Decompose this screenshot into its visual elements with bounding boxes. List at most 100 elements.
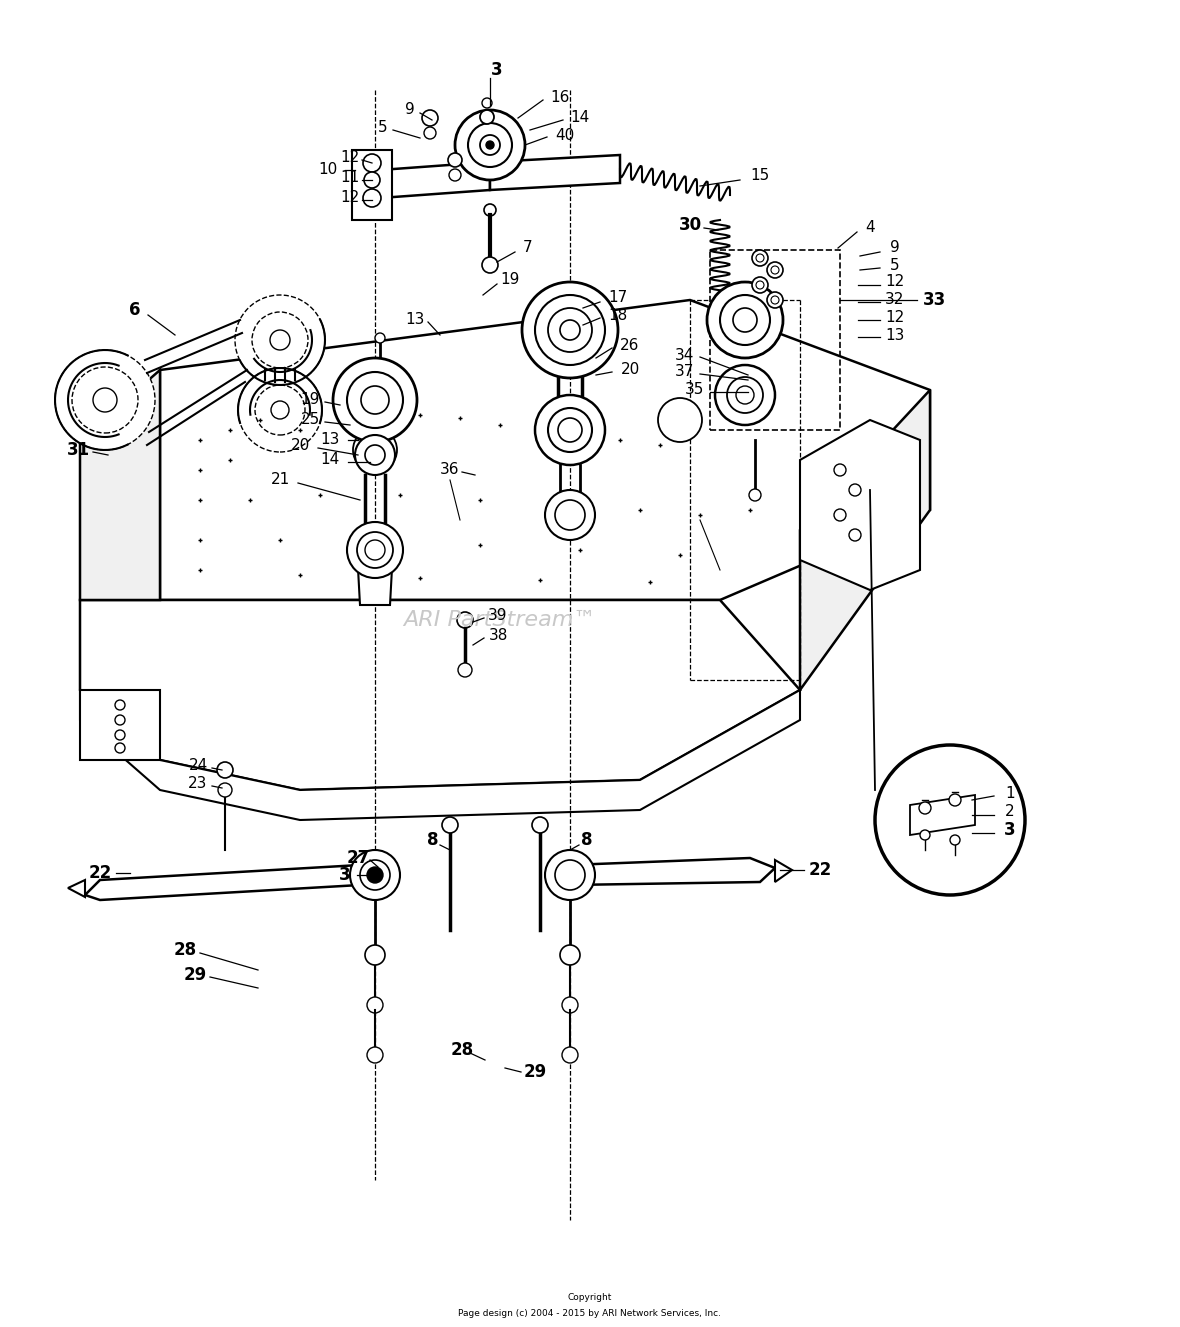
- Text: 19: 19: [301, 393, 320, 407]
- Polygon shape: [80, 690, 160, 760]
- Polygon shape: [775, 860, 792, 882]
- Circle shape: [756, 281, 763, 289]
- Circle shape: [367, 997, 384, 1013]
- Circle shape: [365, 445, 385, 464]
- Circle shape: [949, 794, 961, 805]
- Polygon shape: [85, 865, 380, 900]
- Text: 28: 28: [173, 941, 197, 959]
- Circle shape: [532, 817, 548, 833]
- Circle shape: [767, 261, 784, 277]
- Circle shape: [114, 701, 125, 710]
- Text: 9: 9: [405, 102, 415, 118]
- Text: 20: 20: [621, 362, 640, 377]
- Circle shape: [919, 802, 931, 813]
- Text: 3: 3: [1004, 821, 1016, 839]
- Text: 13: 13: [405, 312, 425, 328]
- Circle shape: [457, 612, 473, 628]
- Circle shape: [834, 510, 846, 522]
- Text: 37: 37: [675, 365, 695, 380]
- Circle shape: [480, 110, 494, 123]
- Text: 38: 38: [489, 628, 507, 642]
- Circle shape: [72, 368, 138, 433]
- Circle shape: [562, 1047, 578, 1063]
- Circle shape: [114, 743, 125, 752]
- Text: 32: 32: [885, 292, 905, 308]
- Text: 22: 22: [808, 861, 832, 878]
- Circle shape: [558, 418, 582, 442]
- Circle shape: [920, 829, 930, 840]
- Polygon shape: [910, 795, 975, 835]
- Circle shape: [270, 330, 290, 350]
- Circle shape: [333, 358, 417, 442]
- Circle shape: [238, 368, 322, 453]
- Polygon shape: [490, 155, 620, 190]
- Circle shape: [255, 385, 304, 435]
- Circle shape: [560, 320, 581, 340]
- Circle shape: [562, 997, 578, 1013]
- Text: 12: 12: [885, 275, 905, 289]
- Polygon shape: [545, 859, 775, 885]
- Circle shape: [253, 312, 308, 368]
- Circle shape: [355, 435, 395, 475]
- Polygon shape: [80, 600, 800, 790]
- Circle shape: [535, 395, 605, 464]
- Circle shape: [375, 333, 385, 342]
- Text: 14: 14: [321, 453, 340, 467]
- Circle shape: [749, 490, 761, 502]
- Text: 13: 13: [885, 328, 905, 342]
- Text: 16: 16: [550, 90, 570, 106]
- Circle shape: [707, 283, 784, 358]
- Text: 18: 18: [609, 308, 628, 322]
- Circle shape: [545, 851, 595, 900]
- Circle shape: [235, 295, 325, 385]
- Circle shape: [733, 308, 758, 332]
- Text: 21: 21: [270, 472, 289, 487]
- Polygon shape: [800, 390, 930, 690]
- Circle shape: [484, 204, 496, 216]
- Circle shape: [114, 715, 125, 725]
- Circle shape: [876, 744, 1025, 894]
- Text: Page design (c) 2004 - 2015 by ARI Network Services, Inc.: Page design (c) 2004 - 2015 by ARI Netwo…: [459, 1308, 721, 1318]
- Circle shape: [358, 532, 393, 568]
- Polygon shape: [800, 421, 920, 591]
- Text: 8: 8: [582, 831, 592, 849]
- Circle shape: [548, 308, 592, 352]
- Circle shape: [848, 529, 861, 541]
- Circle shape: [350, 851, 400, 900]
- Circle shape: [367, 867, 384, 882]
- Text: 6: 6: [130, 301, 140, 318]
- Text: 7: 7: [523, 240, 533, 256]
- Circle shape: [353, 429, 396, 472]
- Text: 8: 8: [427, 831, 439, 849]
- Circle shape: [548, 407, 592, 453]
- Circle shape: [365, 945, 385, 965]
- Circle shape: [55, 350, 155, 450]
- Circle shape: [950, 835, 961, 845]
- Text: 25: 25: [301, 413, 320, 427]
- Circle shape: [422, 110, 438, 126]
- Circle shape: [752, 277, 768, 293]
- Text: 28: 28: [451, 1040, 473, 1059]
- Text: 24: 24: [189, 758, 208, 772]
- Text: 36: 36: [440, 463, 460, 478]
- Text: 39: 39: [489, 608, 507, 622]
- Circle shape: [360, 860, 391, 890]
- Circle shape: [458, 664, 472, 677]
- Text: 12: 12: [885, 311, 905, 325]
- Circle shape: [560, 301, 569, 309]
- Bar: [710, 249, 840, 430]
- Text: 11: 11: [340, 170, 360, 186]
- Circle shape: [367, 1047, 384, 1063]
- Polygon shape: [80, 370, 160, 600]
- Circle shape: [848, 484, 861, 496]
- Text: 9: 9: [890, 240, 900, 256]
- Polygon shape: [380, 162, 490, 198]
- Text: 12: 12: [340, 191, 360, 206]
- Text: 31: 31: [66, 441, 90, 459]
- Circle shape: [480, 135, 500, 155]
- Circle shape: [535, 295, 605, 365]
- Circle shape: [424, 127, 435, 139]
- Circle shape: [771, 296, 779, 304]
- Text: 4: 4: [865, 220, 874, 235]
- Circle shape: [93, 387, 117, 411]
